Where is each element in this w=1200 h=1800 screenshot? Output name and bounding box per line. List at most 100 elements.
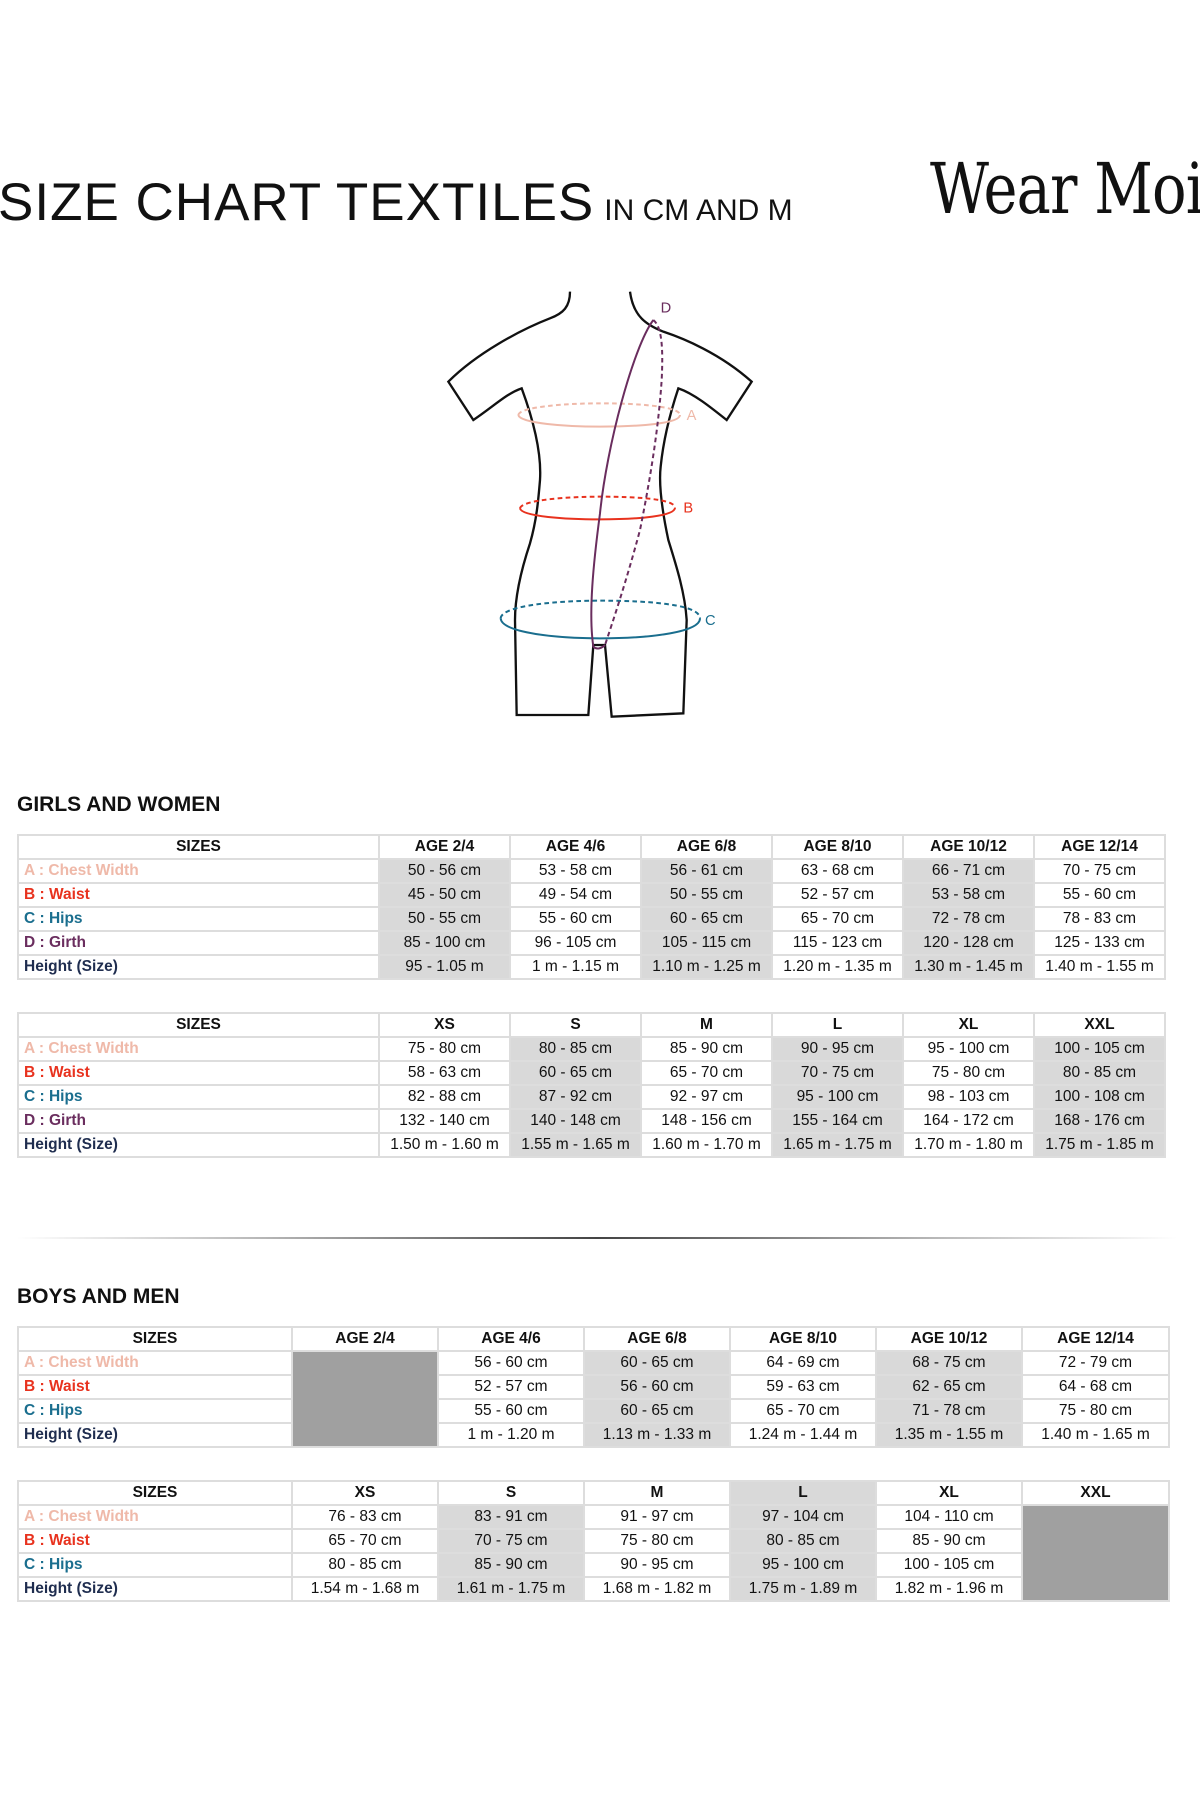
measurement-cell: 55 - 60 cm [437, 1398, 585, 1424]
table-row-waist: B : Waist 45 - 50 cm 49 - 54 cm 50 - 55 cm 5… [17, 882, 1166, 908]
column-header: AGE 2/4 [291, 1326, 439, 1352]
measurement-cell: 1 m - 1.20 m [437, 1422, 585, 1448]
row-label-waist: B : Waist [17, 1374, 293, 1400]
measurement-cell: 1.30 m - 1.45 m [902, 954, 1035, 980]
measurement-cell: 55 - 60 cm [509, 906, 642, 932]
measurement-cell: 1.54 m - 1.68 m [291, 1576, 439, 1602]
measurement-cell: 60 - 65 cm [583, 1398, 731, 1424]
column-header: AGE 12/14 [1021, 1326, 1170, 1352]
measurement-cell: 78 - 83 cm [1033, 906, 1166, 932]
measurement-cell: 50 - 55 cm [378, 906, 511, 932]
table-row-chest: A : Chest Width 50 - 56 cm 53 - 58 cm 56 - … [17, 858, 1166, 884]
measurement-cell: 120 - 128 cm [902, 930, 1035, 956]
measurement-cell: 70 - 75 cm [437, 1528, 585, 1554]
measurement-cell: 65 - 70 cm [640, 1060, 773, 1086]
measurement-cell: 49 - 54 cm [509, 882, 642, 908]
measurement-cell: 50 - 55 cm [640, 882, 773, 908]
column-header: AGE 4/6 [509, 834, 642, 860]
measurement-cell: 132 - 140 cm [378, 1108, 511, 1134]
girth-measure-line-d [590, 319, 664, 650]
column-header: XXL [1033, 1012, 1166, 1038]
column-header: M [583, 1480, 731, 1506]
measurement-cell: 105 - 115 cm [640, 930, 773, 956]
table-row-waist: B : Waist 65 - 70 cm 70 - 75 cm 75 - 80 cm 8… [17, 1528, 1169, 1554]
measurement-cell: 1.50 m - 1.60 m [378, 1132, 511, 1158]
label-b: B [683, 501, 693, 517]
chest-measure-line-a [517, 402, 681, 428]
table-row-girth: D : Girth 132 - 140 cm 140 - 148 cm 148 - 1… [17, 1108, 1166, 1134]
measurement-cell: 1.75 m - 1.89 m [729, 1576, 877, 1602]
measurement-cell: 95 - 100 cm [771, 1084, 904, 1110]
measurement-cell: 100 - 108 cm [1033, 1084, 1166, 1110]
table-header-row: SIZES XS S M L XL XXL [17, 1012, 1166, 1038]
measurement-cell: 53 - 58 cm [902, 882, 1035, 908]
measurement-cell: 56 - 61 cm [640, 858, 773, 884]
row-label-waist: B : Waist [17, 882, 380, 908]
measurement-cell: 1.24 m - 1.44 m [729, 1422, 877, 1448]
measurement-cell: 1.35 m - 1.55 m [875, 1422, 1023, 1448]
measurement-cell: 66 - 71 cm [902, 858, 1035, 884]
measurement-cell: 96 - 105 cm [509, 930, 642, 956]
row-label-height: Height (Size) [17, 1422, 293, 1448]
row-label-chest: A : Chest Width [17, 1036, 380, 1062]
row-label-hips: C : Hips [17, 1398, 293, 1424]
sizes-header: SIZES [17, 834, 380, 860]
unavailable-size-cell [1021, 1504, 1170, 1602]
measurement-cell: 75 - 80 cm [583, 1528, 731, 1554]
column-header: AGE 12/14 [1033, 834, 1166, 860]
measurement-cell: 80 - 85 cm [509, 1036, 642, 1062]
measurement-cell: 75 - 80 cm [378, 1036, 511, 1062]
measurement-cell: 1.70 m - 1.80 m [902, 1132, 1035, 1158]
column-header: AGE 8/10 [771, 834, 904, 860]
measurement-cell: 1 m - 1.15 m [509, 954, 642, 980]
body-measurement-diagram: A B C D [446, 291, 754, 718]
measurement-cell: 85 - 90 cm [875, 1528, 1023, 1554]
table-header-row: SIZES XS S M L XL XXL [17, 1480, 1170, 1506]
table-header-row: SIZES AGE 2/4 AGE 4/6 AGE 6/8 AGE 8/10 AGE 10… [17, 834, 1166, 860]
table-row-waist: B : Waist 52 - 57 cm 56 - 60 cm 59 - 63 cm 6… [17, 1374, 1170, 1400]
measurement-cell: 140 - 148 cm [509, 1108, 642, 1134]
row-label-height: Height (Size) [17, 954, 380, 980]
row-label-chest: A : Chest Width [17, 1350, 293, 1376]
measurement-cell: 75 - 80 cm [1021, 1398, 1170, 1424]
table-row-chest: A : Chest Width 56 - 60 cm 60 - 65 cm 64 - … [17, 1350, 1170, 1448]
measurement-cell: 115 - 123 cm [771, 930, 904, 956]
measurement-cell: 95 - 100 cm [729, 1552, 877, 1578]
hips-measure-line-c [499, 599, 701, 640]
table-row-height: Height (Size) 1.54 m - 1.68 m 1.61 m - 1.7… [17, 1576, 1169, 1602]
measurement-cell: 55 - 60 cm [1033, 882, 1166, 908]
measurement-cell: 95 - 1.05 m [378, 954, 511, 980]
measurement-cell: 59 - 63 cm [729, 1374, 877, 1400]
column-header: XS [378, 1012, 511, 1038]
waist-measure-line-b [519, 495, 676, 521]
page-title: SIZE CHART TEXTILES IN CM AND M [0, 172, 793, 233]
measurement-cell: 85 - 100 cm [378, 930, 511, 956]
measurement-cell: 100 - 105 cm [1033, 1036, 1166, 1062]
column-header: L [771, 1012, 904, 1038]
table-header-row: SIZES AGE 2/4 AGE 4/6 AGE 6/8 AGE 8/10 AGE 10… [17, 1326, 1170, 1352]
measurement-cell: 1.10 m - 1.25 m [640, 954, 773, 980]
column-header: S [509, 1012, 642, 1038]
row-label-hips: C : Hips [17, 1084, 380, 1110]
measurement-cell: 100 - 105 cm [875, 1552, 1023, 1578]
table-row-chest: A : Chest Width 75 - 80 cm 80 - 85 cm 85 - … [17, 1036, 1166, 1062]
measurement-cell: 65 - 70 cm [771, 906, 904, 932]
measurement-cell: 97 - 104 cm [729, 1504, 877, 1530]
measurement-cell: 155 - 164 cm [771, 1108, 904, 1134]
measurement-cell: 72 - 79 cm [1021, 1350, 1170, 1376]
measurement-cell: 60 - 65 cm [583, 1350, 731, 1376]
measurement-cell: 1.68 m - 1.82 m [583, 1576, 731, 1602]
measurement-cell: 58 - 63 cm [378, 1060, 511, 1086]
measurement-cell: 68 - 75 cm [875, 1350, 1023, 1376]
row-label-height: Height (Size) [17, 1576, 293, 1602]
measurement-cell: 72 - 78 cm [902, 906, 1035, 932]
column-header: XL [875, 1480, 1023, 1506]
measurement-cell: 168 - 176 cm [1033, 1108, 1166, 1134]
measurement-cell: 76 - 83 cm [291, 1504, 439, 1530]
measurement-cell: 125 - 133 cm [1033, 930, 1166, 956]
label-d: D [661, 301, 672, 317]
section-divider [17, 1237, 1177, 1239]
size-table: SIZES XS S M L XL XXL A : Chest Width 76 - 83 cm… [17, 1480, 1170, 1602]
measurement-cell: 60 - 65 cm [509, 1060, 642, 1086]
table-row-chest: A : Chest Width 76 - 83 cm 83 - 91 cm 91 - … [17, 1504, 1170, 1602]
